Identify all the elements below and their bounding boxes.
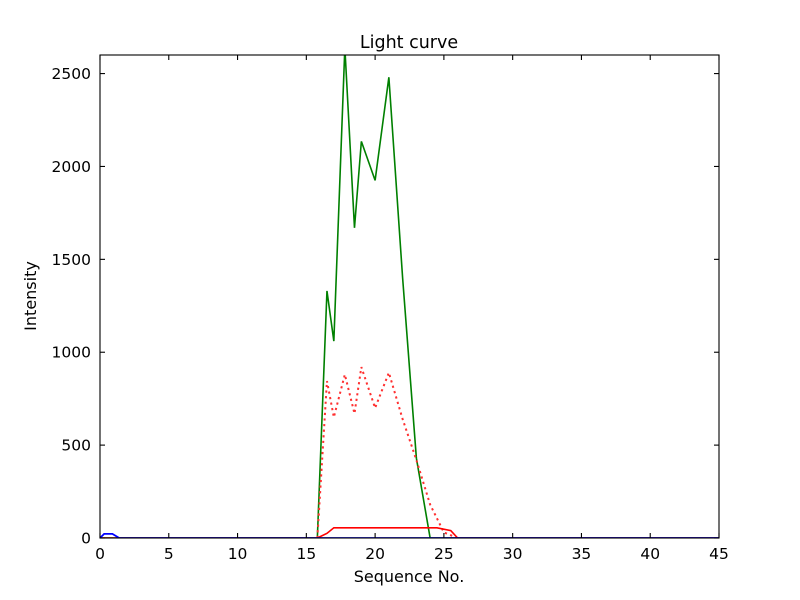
y-tick-label: 1000 — [52, 344, 91, 362]
y-tick-label: 2500 — [52, 65, 91, 83]
series-blue-solid — [100, 533, 719, 538]
x-tick-label: 5 — [164, 545, 174, 563]
series-red-solid — [100, 526, 719, 538]
x-tick-label: 45 — [709, 545, 729, 563]
data-series-group — [100, 55, 719, 538]
y-tick-label: 1500 — [52, 251, 91, 269]
series-red-dotted — [316, 366, 459, 538]
x-tick-label: 10 — [228, 545, 248, 563]
x-axis-label: Sequence No. — [354, 567, 465, 586]
plot-background — [100, 55, 719, 538]
chart-title: Light curve — [360, 33, 458, 53]
series-green-solid — [100, 55, 719, 538]
x-tick-label: 20 — [365, 545, 385, 563]
x-tick-label: 30 — [503, 545, 523, 563]
x-tick-label: 35 — [572, 545, 592, 563]
y-tick-label: 0 — [81, 530, 91, 548]
y-tick-label: 2000 — [52, 158, 91, 176]
x-tick-label: 0 — [95, 545, 105, 563]
x-tick-label: 25 — [434, 545, 454, 563]
x-tick-label: 15 — [296, 545, 316, 563]
x-tick-label: 40 — [640, 545, 660, 563]
axes-frame — [99, 54, 720, 539]
axes-group: 0 500 1000 1500 2000 2500 0 5 10 15 20 25 30 35 40 45 — [52, 54, 729, 563]
y-tick-label: 500 — [61, 437, 91, 455]
y-axis-label: Intensity — [21, 261, 40, 331]
